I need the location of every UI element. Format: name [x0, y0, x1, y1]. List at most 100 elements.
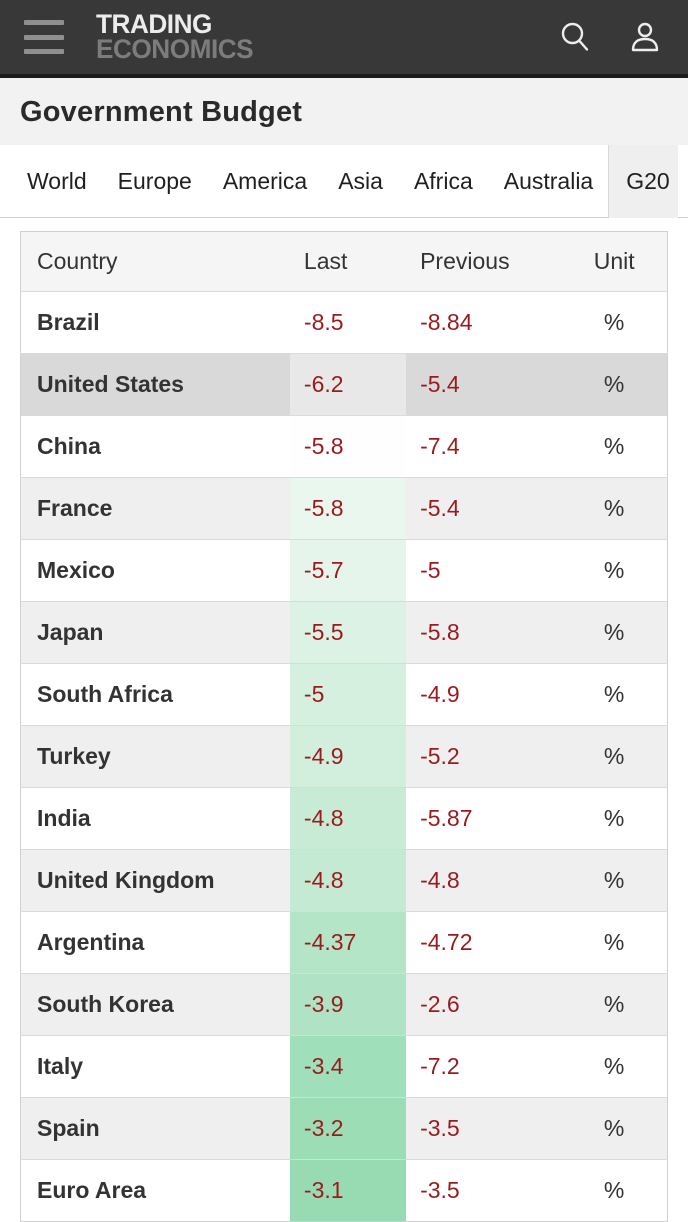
table-row[interactable]: Japan -5.5 -5.8 % [20, 601, 668, 664]
last-cell: -3.1 [289, 1159, 407, 1222]
column-header-previous: Previous [406, 231, 562, 292]
unit-cell: % [603, 805, 625, 831]
country-cell[interactable]: South Africa [37, 681, 173, 707]
country-cell[interactable]: Brazil [37, 309, 100, 335]
previous-cell: -8.84 [420, 309, 473, 335]
region-tabs: World Europe America Asia Africa Australia G20 [0, 144, 688, 218]
unit-cell: % [603, 371, 625, 397]
last-cell: -4.37 [289, 911, 407, 974]
table-wrap: Country Last Previous Unit Brazil -8.5 -… [20, 231, 668, 1222]
table-row[interactable]: Euro Area -3.1 -3.5 % [20, 1159, 668, 1222]
table-header-row: Country Last Previous Unit [20, 231, 668, 292]
menu-icon[interactable] [24, 20, 64, 54]
unit-cell: % [603, 991, 625, 1017]
region-tab-america[interactable]: America [222, 167, 308, 194]
unit-cell: % [603, 1115, 625, 1141]
country-cell[interactable]: Japan [37, 619, 104, 645]
table-row[interactable]: France -5.8 -5.4 % [20, 477, 668, 540]
logo-line1: TRADING [96, 9, 212, 39]
region-tab-g20[interactable]: G20 [608, 144, 679, 218]
table-row[interactable]: Argentina -4.37 -4.72 % [20, 911, 668, 974]
search-icon[interactable] [558, 20, 592, 54]
last-cell: -3.9 [289, 973, 407, 1036]
last-cell: -6.2 [289, 353, 407, 416]
unit-cell: % [603, 681, 625, 707]
previous-cell: -5 [420, 557, 441, 583]
budget-table: Country Last Previous Unit Brazil -8.5 -… [20, 231, 668, 1222]
table-row[interactable]: United Kingdom -4.8 -4.8 % [20, 849, 668, 912]
country-cell[interactable]: United States [37, 371, 184, 397]
previous-cell: -5.4 [420, 495, 460, 521]
last-cell: -3.2 [289, 1097, 407, 1160]
region-tab-asia[interactable]: Asia [338, 167, 383, 194]
previous-cell: -4.9 [420, 681, 460, 707]
table-row[interactable]: Spain -3.2 -3.5 % [20, 1097, 668, 1160]
last-cell: -8.5 [289, 291, 407, 354]
last-cell: -5 [289, 663, 407, 726]
country-cell[interactable]: Italy [37, 1053, 84, 1079]
unit-cell: % [603, 1177, 625, 1203]
last-cell: -4.8 [289, 787, 407, 850]
table-row[interactable]: Mexico -5.7 -5 % [20, 539, 668, 602]
previous-cell: -5.8 [420, 619, 460, 645]
table-body: Brazil -8.5 -8.84 % United States -6.2 -… [20, 291, 668, 1222]
last-cell: -5.8 [289, 415, 407, 478]
region-tab-world[interactable]: World [27, 167, 87, 194]
table-row[interactable]: South Africa -5 -4.9 % [20, 663, 668, 726]
previous-cell: -4.72 [420, 929, 473, 955]
country-cell[interactable]: Turkey [37, 743, 111, 769]
last-cell: -5.5 [289, 601, 407, 664]
country-cell[interactable]: China [37, 433, 101, 459]
last-cell: -3.4 [289, 1035, 407, 1098]
last-cell: -4.8 [289, 849, 407, 912]
title-bar: Government Budget [0, 78, 688, 145]
country-cell[interactable]: India [37, 805, 91, 831]
unit-cell: % [603, 433, 625, 459]
user-icon[interactable] [628, 20, 662, 54]
last-cell: -5.8 [289, 477, 407, 540]
region-tab-australia[interactable]: Australia [503, 167, 594, 194]
unit-cell: % [603, 495, 625, 521]
column-header-country: Country [20, 231, 290, 292]
previous-cell: -5.4 [420, 371, 460, 397]
country-cell[interactable]: South Korea [37, 991, 174, 1017]
unit-cell: % [603, 867, 625, 893]
last-cell: -5.7 [289, 539, 407, 602]
previous-cell: -3.5 [420, 1177, 460, 1203]
table-row[interactable]: China -5.8 -7.4 % [20, 415, 668, 478]
table-row[interactable]: Brazil -8.5 -8.84 % [20, 291, 668, 354]
unit-cell: % [603, 1053, 625, 1079]
country-cell[interactable]: United Kingdom [37, 867, 215, 893]
previous-cell: -4.8 [420, 867, 460, 893]
logo[interactable]: TRADING ECONOMICS [96, 9, 254, 64]
previous-cell: -5.2 [420, 743, 460, 769]
column-header-last: Last [289, 231, 407, 292]
country-cell[interactable]: Spain [37, 1115, 100, 1141]
table-row[interactable]: India -4.8 -5.87 % [20, 787, 668, 850]
previous-cell: -3.5 [420, 1115, 460, 1141]
last-cell: -4.9 [289, 725, 407, 788]
previous-cell: -7.2 [420, 1053, 460, 1079]
unit-cell: % [603, 619, 625, 645]
unit-cell: % [603, 557, 625, 583]
table-row[interactable]: Italy -3.4 -7.2 % [20, 1035, 668, 1098]
logo-line2: ECONOMICS [96, 34, 254, 64]
table-row[interactable]: Turkey -4.9 -5.2 % [20, 725, 668, 788]
column-header-unit: Unit [561, 231, 668, 292]
unit-cell: % [603, 929, 625, 955]
previous-cell: -2.6 [420, 991, 460, 1017]
app-header: TRADING ECONOMICS [0, 0, 688, 78]
previous-cell: -7.4 [420, 433, 460, 459]
country-cell[interactable]: France [37, 495, 113, 521]
unit-cell: % [603, 743, 625, 769]
region-tab-europe[interactable]: Europe [117, 167, 192, 194]
previous-cell: -5.87 [420, 805, 473, 831]
table-row[interactable]: South Korea -3.9 -2.6 % [20, 973, 668, 1036]
country-cell[interactable]: Argentina [37, 929, 145, 955]
country-cell[interactable]: Euro Area [37, 1177, 147, 1203]
region-tab-africa[interactable]: Africa [413, 167, 473, 194]
unit-cell: % [603, 309, 625, 335]
table-row[interactable]: United States -6.2 -5.4 % [20, 353, 668, 416]
page-title: Government Budget [20, 96, 303, 128]
country-cell[interactable]: Mexico [37, 557, 115, 583]
